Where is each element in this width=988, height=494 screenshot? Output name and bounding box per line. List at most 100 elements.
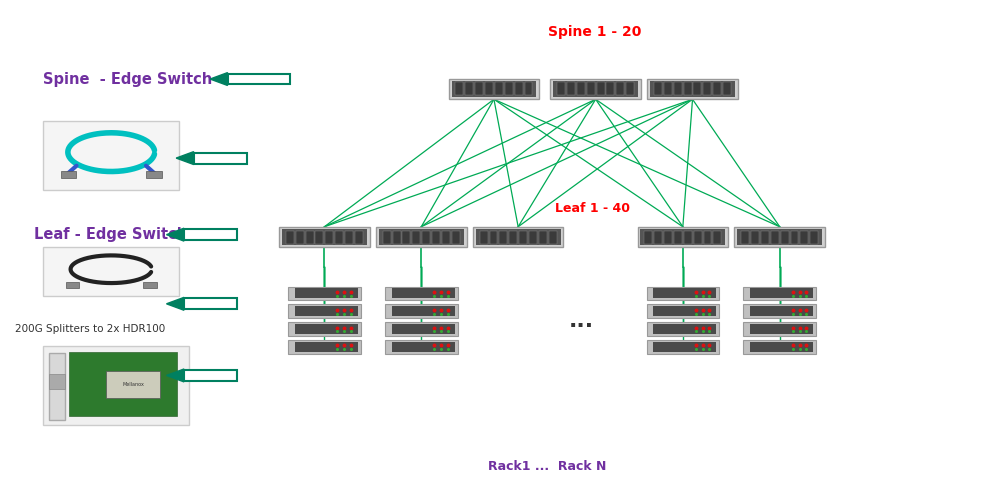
FancyBboxPatch shape bbox=[694, 82, 701, 95]
FancyBboxPatch shape bbox=[664, 82, 672, 95]
FancyBboxPatch shape bbox=[567, 82, 575, 95]
FancyBboxPatch shape bbox=[750, 306, 813, 316]
Polygon shape bbox=[167, 297, 184, 310]
FancyBboxPatch shape bbox=[810, 231, 818, 244]
FancyBboxPatch shape bbox=[479, 231, 487, 244]
FancyBboxPatch shape bbox=[713, 82, 721, 95]
FancyBboxPatch shape bbox=[286, 231, 293, 244]
FancyBboxPatch shape bbox=[694, 231, 701, 244]
FancyBboxPatch shape bbox=[402, 231, 410, 244]
Polygon shape bbox=[210, 73, 227, 85]
FancyBboxPatch shape bbox=[315, 231, 323, 244]
FancyBboxPatch shape bbox=[597, 82, 605, 95]
Bar bbox=[184, 298, 237, 309]
FancyBboxPatch shape bbox=[61, 171, 76, 178]
FancyBboxPatch shape bbox=[743, 304, 816, 318]
FancyBboxPatch shape bbox=[617, 82, 624, 95]
FancyBboxPatch shape bbox=[68, 352, 177, 416]
Bar bbox=[184, 370, 237, 381]
FancyBboxPatch shape bbox=[781, 231, 788, 244]
FancyBboxPatch shape bbox=[392, 231, 400, 244]
FancyBboxPatch shape bbox=[143, 282, 157, 288]
FancyBboxPatch shape bbox=[664, 231, 672, 244]
FancyBboxPatch shape bbox=[646, 322, 719, 336]
FancyBboxPatch shape bbox=[382, 231, 390, 244]
FancyBboxPatch shape bbox=[391, 342, 454, 352]
Bar bbox=[194, 153, 247, 164]
Bar bbox=[227, 74, 290, 84]
FancyBboxPatch shape bbox=[734, 227, 825, 247]
FancyBboxPatch shape bbox=[288, 322, 361, 336]
Text: Rack1 ...  Rack N: Rack1 ... Rack N bbox=[488, 460, 607, 473]
FancyBboxPatch shape bbox=[750, 324, 813, 334]
FancyBboxPatch shape bbox=[325, 231, 333, 244]
FancyBboxPatch shape bbox=[607, 82, 615, 95]
FancyBboxPatch shape bbox=[515, 82, 523, 95]
FancyBboxPatch shape bbox=[476, 229, 560, 245]
FancyBboxPatch shape bbox=[288, 340, 361, 354]
FancyBboxPatch shape bbox=[66, 282, 79, 288]
FancyBboxPatch shape bbox=[654, 231, 662, 244]
FancyBboxPatch shape bbox=[355, 231, 363, 244]
FancyBboxPatch shape bbox=[653, 306, 716, 316]
Polygon shape bbox=[167, 228, 184, 241]
FancyBboxPatch shape bbox=[475, 82, 483, 95]
FancyBboxPatch shape bbox=[654, 82, 662, 95]
FancyBboxPatch shape bbox=[465, 82, 473, 95]
FancyBboxPatch shape bbox=[577, 82, 585, 95]
Text: Mellanox: Mellanox bbox=[123, 382, 144, 387]
FancyBboxPatch shape bbox=[653, 342, 716, 352]
FancyBboxPatch shape bbox=[509, 231, 517, 244]
FancyBboxPatch shape bbox=[723, 82, 731, 95]
FancyBboxPatch shape bbox=[305, 231, 313, 244]
FancyBboxPatch shape bbox=[637, 227, 728, 247]
FancyBboxPatch shape bbox=[107, 370, 160, 398]
FancyBboxPatch shape bbox=[761, 231, 769, 244]
Bar bbox=[184, 229, 237, 240]
FancyBboxPatch shape bbox=[294, 324, 358, 334]
FancyBboxPatch shape bbox=[282, 229, 367, 245]
FancyBboxPatch shape bbox=[449, 79, 539, 99]
FancyBboxPatch shape bbox=[750, 288, 813, 298]
FancyBboxPatch shape bbox=[684, 82, 692, 95]
FancyBboxPatch shape bbox=[646, 340, 719, 354]
FancyBboxPatch shape bbox=[674, 82, 682, 95]
Text: Leaf 1 - 40: Leaf 1 - 40 bbox=[555, 202, 630, 215]
FancyBboxPatch shape bbox=[647, 79, 738, 99]
FancyBboxPatch shape bbox=[49, 374, 65, 389]
FancyBboxPatch shape bbox=[391, 288, 454, 298]
FancyBboxPatch shape bbox=[378, 229, 463, 245]
FancyBboxPatch shape bbox=[495, 82, 503, 95]
FancyBboxPatch shape bbox=[432, 231, 440, 244]
FancyBboxPatch shape bbox=[294, 306, 358, 316]
FancyBboxPatch shape bbox=[646, 287, 719, 300]
FancyBboxPatch shape bbox=[473, 227, 563, 247]
FancyBboxPatch shape bbox=[800, 231, 808, 244]
FancyBboxPatch shape bbox=[743, 322, 816, 336]
FancyBboxPatch shape bbox=[525, 82, 533, 95]
FancyBboxPatch shape bbox=[499, 231, 507, 244]
FancyBboxPatch shape bbox=[279, 227, 370, 247]
FancyBboxPatch shape bbox=[376, 227, 466, 247]
FancyBboxPatch shape bbox=[771, 231, 779, 244]
FancyBboxPatch shape bbox=[653, 324, 716, 334]
FancyBboxPatch shape bbox=[288, 304, 361, 318]
FancyBboxPatch shape bbox=[385, 287, 457, 300]
FancyBboxPatch shape bbox=[489, 231, 497, 244]
FancyBboxPatch shape bbox=[288, 287, 361, 300]
FancyBboxPatch shape bbox=[505, 82, 513, 95]
FancyBboxPatch shape bbox=[43, 247, 179, 296]
FancyBboxPatch shape bbox=[294, 342, 358, 352]
FancyBboxPatch shape bbox=[713, 231, 721, 244]
FancyBboxPatch shape bbox=[43, 121, 179, 190]
Text: Spine  - Edge Switch: Spine - Edge Switch bbox=[43, 72, 212, 86]
FancyBboxPatch shape bbox=[295, 231, 303, 244]
FancyBboxPatch shape bbox=[294, 288, 358, 298]
FancyBboxPatch shape bbox=[743, 340, 816, 354]
FancyBboxPatch shape bbox=[519, 231, 527, 244]
Polygon shape bbox=[167, 369, 184, 382]
Text: Spine 1 - 20: Spine 1 - 20 bbox=[548, 25, 641, 39]
FancyBboxPatch shape bbox=[335, 231, 343, 244]
FancyBboxPatch shape bbox=[146, 171, 162, 178]
FancyBboxPatch shape bbox=[587, 82, 595, 95]
